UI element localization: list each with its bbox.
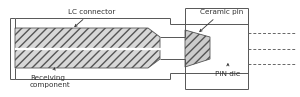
Text: Receiving
component: Receiving component [30, 68, 71, 88]
Polygon shape [15, 28, 160, 68]
Text: Ceramic pin: Ceramic pin [200, 9, 243, 32]
Text: PIN die: PIN die [215, 64, 240, 77]
Polygon shape [185, 30, 210, 67]
Text: LC connector: LC connector [68, 9, 116, 27]
